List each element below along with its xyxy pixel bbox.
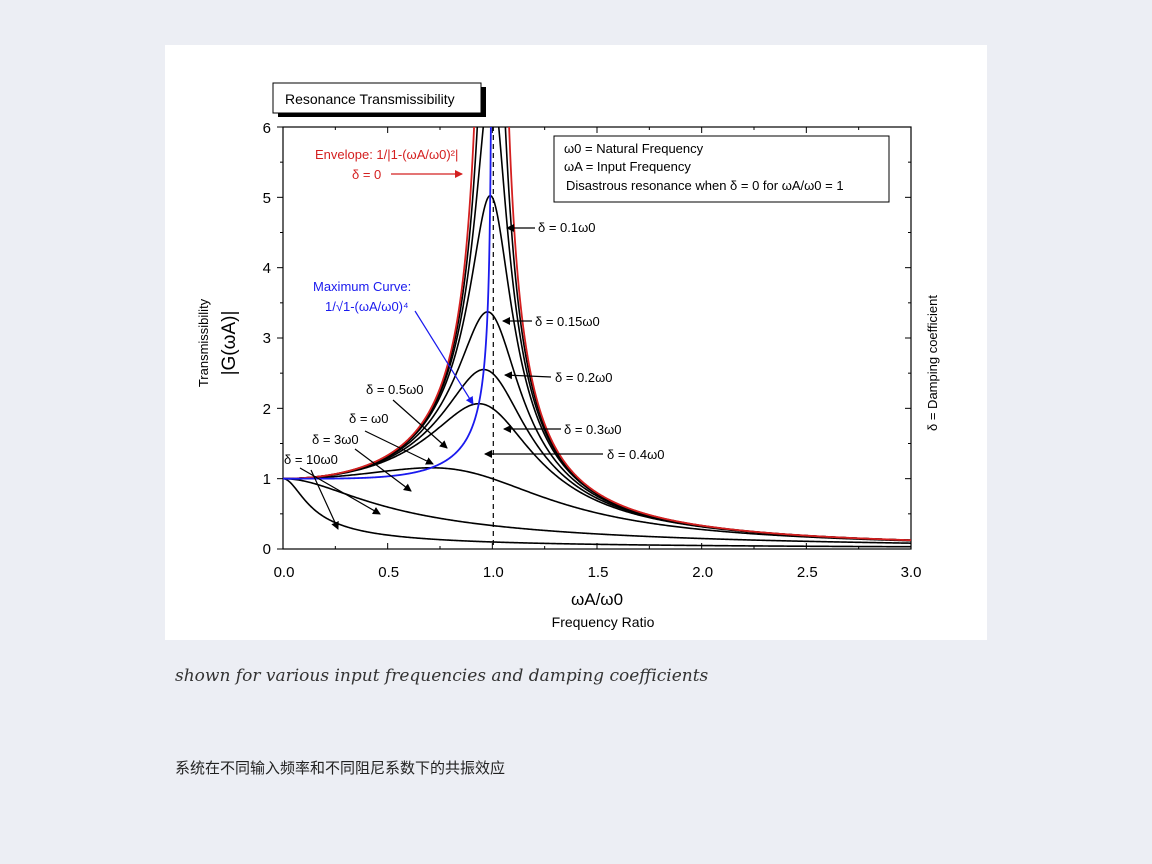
delta-label: δ = 3ω0: [312, 432, 359, 447]
envelope-sublabel: δ = 0: [352, 167, 381, 182]
delta-arrow: [364, 430, 434, 465]
right-axis-label: δ = Damping coefficient: [925, 295, 940, 431]
maximum-curve-formula: 1/√1-(ωA/ω0)⁴: [325, 299, 409, 314]
caption-english: shown for various input frequencies and …: [175, 666, 709, 686]
y-tick-label: 6: [263, 120, 271, 137]
resonance-chart: Resonance Transmissibility 0.0 0.5 1.0 1…: [196, 82, 940, 630]
envelope-curve: [283, 127, 911, 542]
axis-ticks: [277, 126, 912, 550]
delta-label: δ = 0.4ω0: [607, 447, 665, 462]
y-tick-label: 1: [263, 471, 271, 488]
chart-title: Resonance Transmissibility: [285, 91, 455, 107]
caption-chinese: 系统在不同输入频率和不同阻尼系数下的共振效应: [175, 759, 506, 777]
x-tick-label: 0.0: [274, 564, 295, 581]
y-axis-title: Transmissibility: [196, 298, 211, 387]
envelope-label: Envelope: 1/|1-(ωA/ω0)²|: [315, 147, 458, 162]
x-axis-symbol: ωA/ω0: [571, 590, 623, 609]
chart-figure: Resonance Transmissibility 0.0 0.5 1.0 1…: [165, 45, 987, 640]
x-tick-label: 0.5: [378, 564, 399, 581]
x-axis-label: Frequency Ratio: [552, 614, 655, 630]
y-axis-symbol: |G(ωA)|: [219, 311, 240, 376]
legend-line-3: Disastrous resonance when δ = 0 for ωA/ω…: [566, 178, 844, 193]
delta-label: δ = 0.2ω0: [555, 370, 613, 385]
delta-label: δ = 0.15ω0: [535, 314, 600, 329]
y-tick-label: 2: [263, 401, 271, 418]
maximum-curve-arrow: [414, 310, 474, 405]
delta-label: δ = 0.1ω0: [538, 220, 596, 235]
x-tick-label: 2.5: [797, 564, 818, 581]
damping-curve: [283, 194, 911, 542]
y-tick-label: 4: [263, 260, 271, 277]
delta-label: δ = ω0: [349, 411, 388, 426]
legend-line-1: ω0 = Natural Frequency: [564, 141, 704, 156]
y-tick-label: 5: [263, 190, 271, 207]
delta-label: δ = 0.3ω0: [564, 422, 622, 437]
delta-arrow: [354, 448, 412, 492]
x-tick-label: 1.5: [588, 564, 609, 581]
maximum-curve-label: Maximum Curve:: [313, 279, 411, 294]
x-tick-label: 1.0: [483, 564, 504, 581]
y-tick-label: 3: [263, 330, 271, 347]
x-tick-label: 3.0: [901, 564, 922, 581]
delta-label: δ = 10ω0: [284, 452, 338, 467]
delta-label: δ = 0.5ω0: [366, 382, 424, 397]
delta-arrow: [504, 371, 552, 380]
delta-arrow: [392, 399, 448, 449]
legend-box: [553, 135, 890, 203]
title-box: [272, 82, 482, 114]
legend-line-2: ωA = Input Frequency: [564, 159, 691, 174]
damping-curve: [283, 477, 911, 548]
damping-curve: [283, 477, 911, 544]
damping-curve: [283, 466, 911, 542]
delta-arrow: [310, 469, 339, 530]
curves-group: [283, 127, 911, 549]
y-tick-label: 0: [263, 541, 271, 558]
x-tick-label: 2.0: [692, 564, 713, 581]
